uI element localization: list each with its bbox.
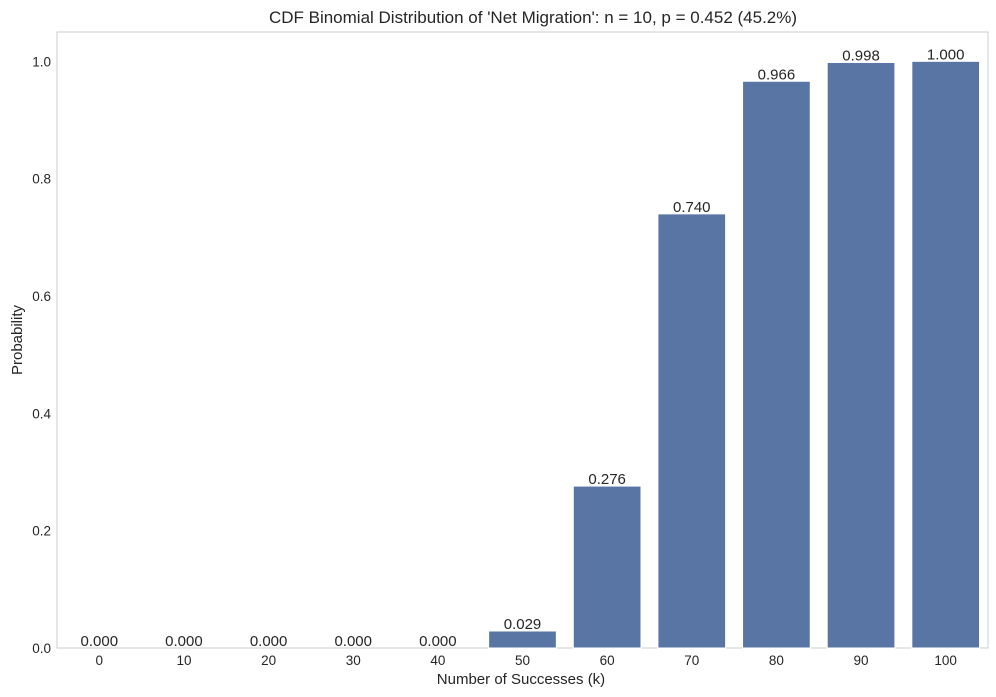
data-label-30: 0.000 (334, 633, 372, 650)
x-tick-label-70: 70 (684, 653, 699, 668)
x-tick-label-50: 50 (515, 653, 530, 668)
x-tick-label-0: 0 (96, 653, 104, 668)
x-tick-label-60: 60 (600, 653, 615, 668)
y-axis-label: Probability (9, 304, 26, 375)
bar-90 (826, 62, 896, 649)
bar-50 (488, 630, 557, 649)
bar-60 (572, 485, 642, 649)
chart-title: CDF Binomial Distribution of 'Net Migrat… (269, 8, 797, 27)
data-label-0: 0.000 (81, 633, 119, 650)
data-label-90: 0.998 (842, 48, 880, 65)
data-labels-group: 0.000 0.000 0.000 0.000 0.000 0.029 0.276 0.740… (81, 46, 965, 650)
data-label-50: 0.029 (504, 616, 542, 633)
y-tick-label-1.0: 1.0 (32, 54, 51, 69)
data-label-10: 0.000 (165, 633, 203, 650)
data-label-60: 0.276 (588, 471, 626, 488)
data-label-100: 1.000 (927, 46, 965, 63)
x-tick-label-10: 10 (176, 653, 191, 668)
x-tick-label-40: 40 (430, 653, 445, 668)
x-tick-label-80: 80 (769, 653, 784, 668)
x-tick-label-30: 30 (346, 653, 361, 668)
bar-100 (911, 60, 981, 649)
y-tick-label-0.8: 0.8 (32, 172, 51, 187)
x-tick-label-100: 100 (934, 653, 957, 668)
data-label-20: 0.000 (250, 633, 288, 650)
x-tick-label-20: 20 (261, 653, 276, 668)
bar-70 (657, 213, 727, 649)
data-label-80: 0.966 (758, 66, 796, 83)
y-tick-labels: 0.0 0.2 0.4 0.6 0.8 1.0 (32, 54, 51, 656)
data-label-70: 0.740 (673, 199, 711, 216)
bars-group (488, 60, 981, 649)
y-tick-label-0.0: 0.0 (32, 641, 51, 656)
y-tick-label-0.6: 0.6 (32, 289, 51, 304)
x-tick-label-90: 90 (854, 653, 869, 668)
bar-80 (742, 80, 811, 649)
data-label-40: 0.000 (419, 633, 457, 650)
y-tick-label-0.2: 0.2 (32, 524, 51, 539)
x-axis-label: Number of Successes (k) (437, 671, 605, 688)
y-tick-label-0.4: 0.4 (32, 406, 51, 421)
x-tick-labels: 0 10 20 30 40 50 60 70 80 90 100 (96, 653, 957, 668)
